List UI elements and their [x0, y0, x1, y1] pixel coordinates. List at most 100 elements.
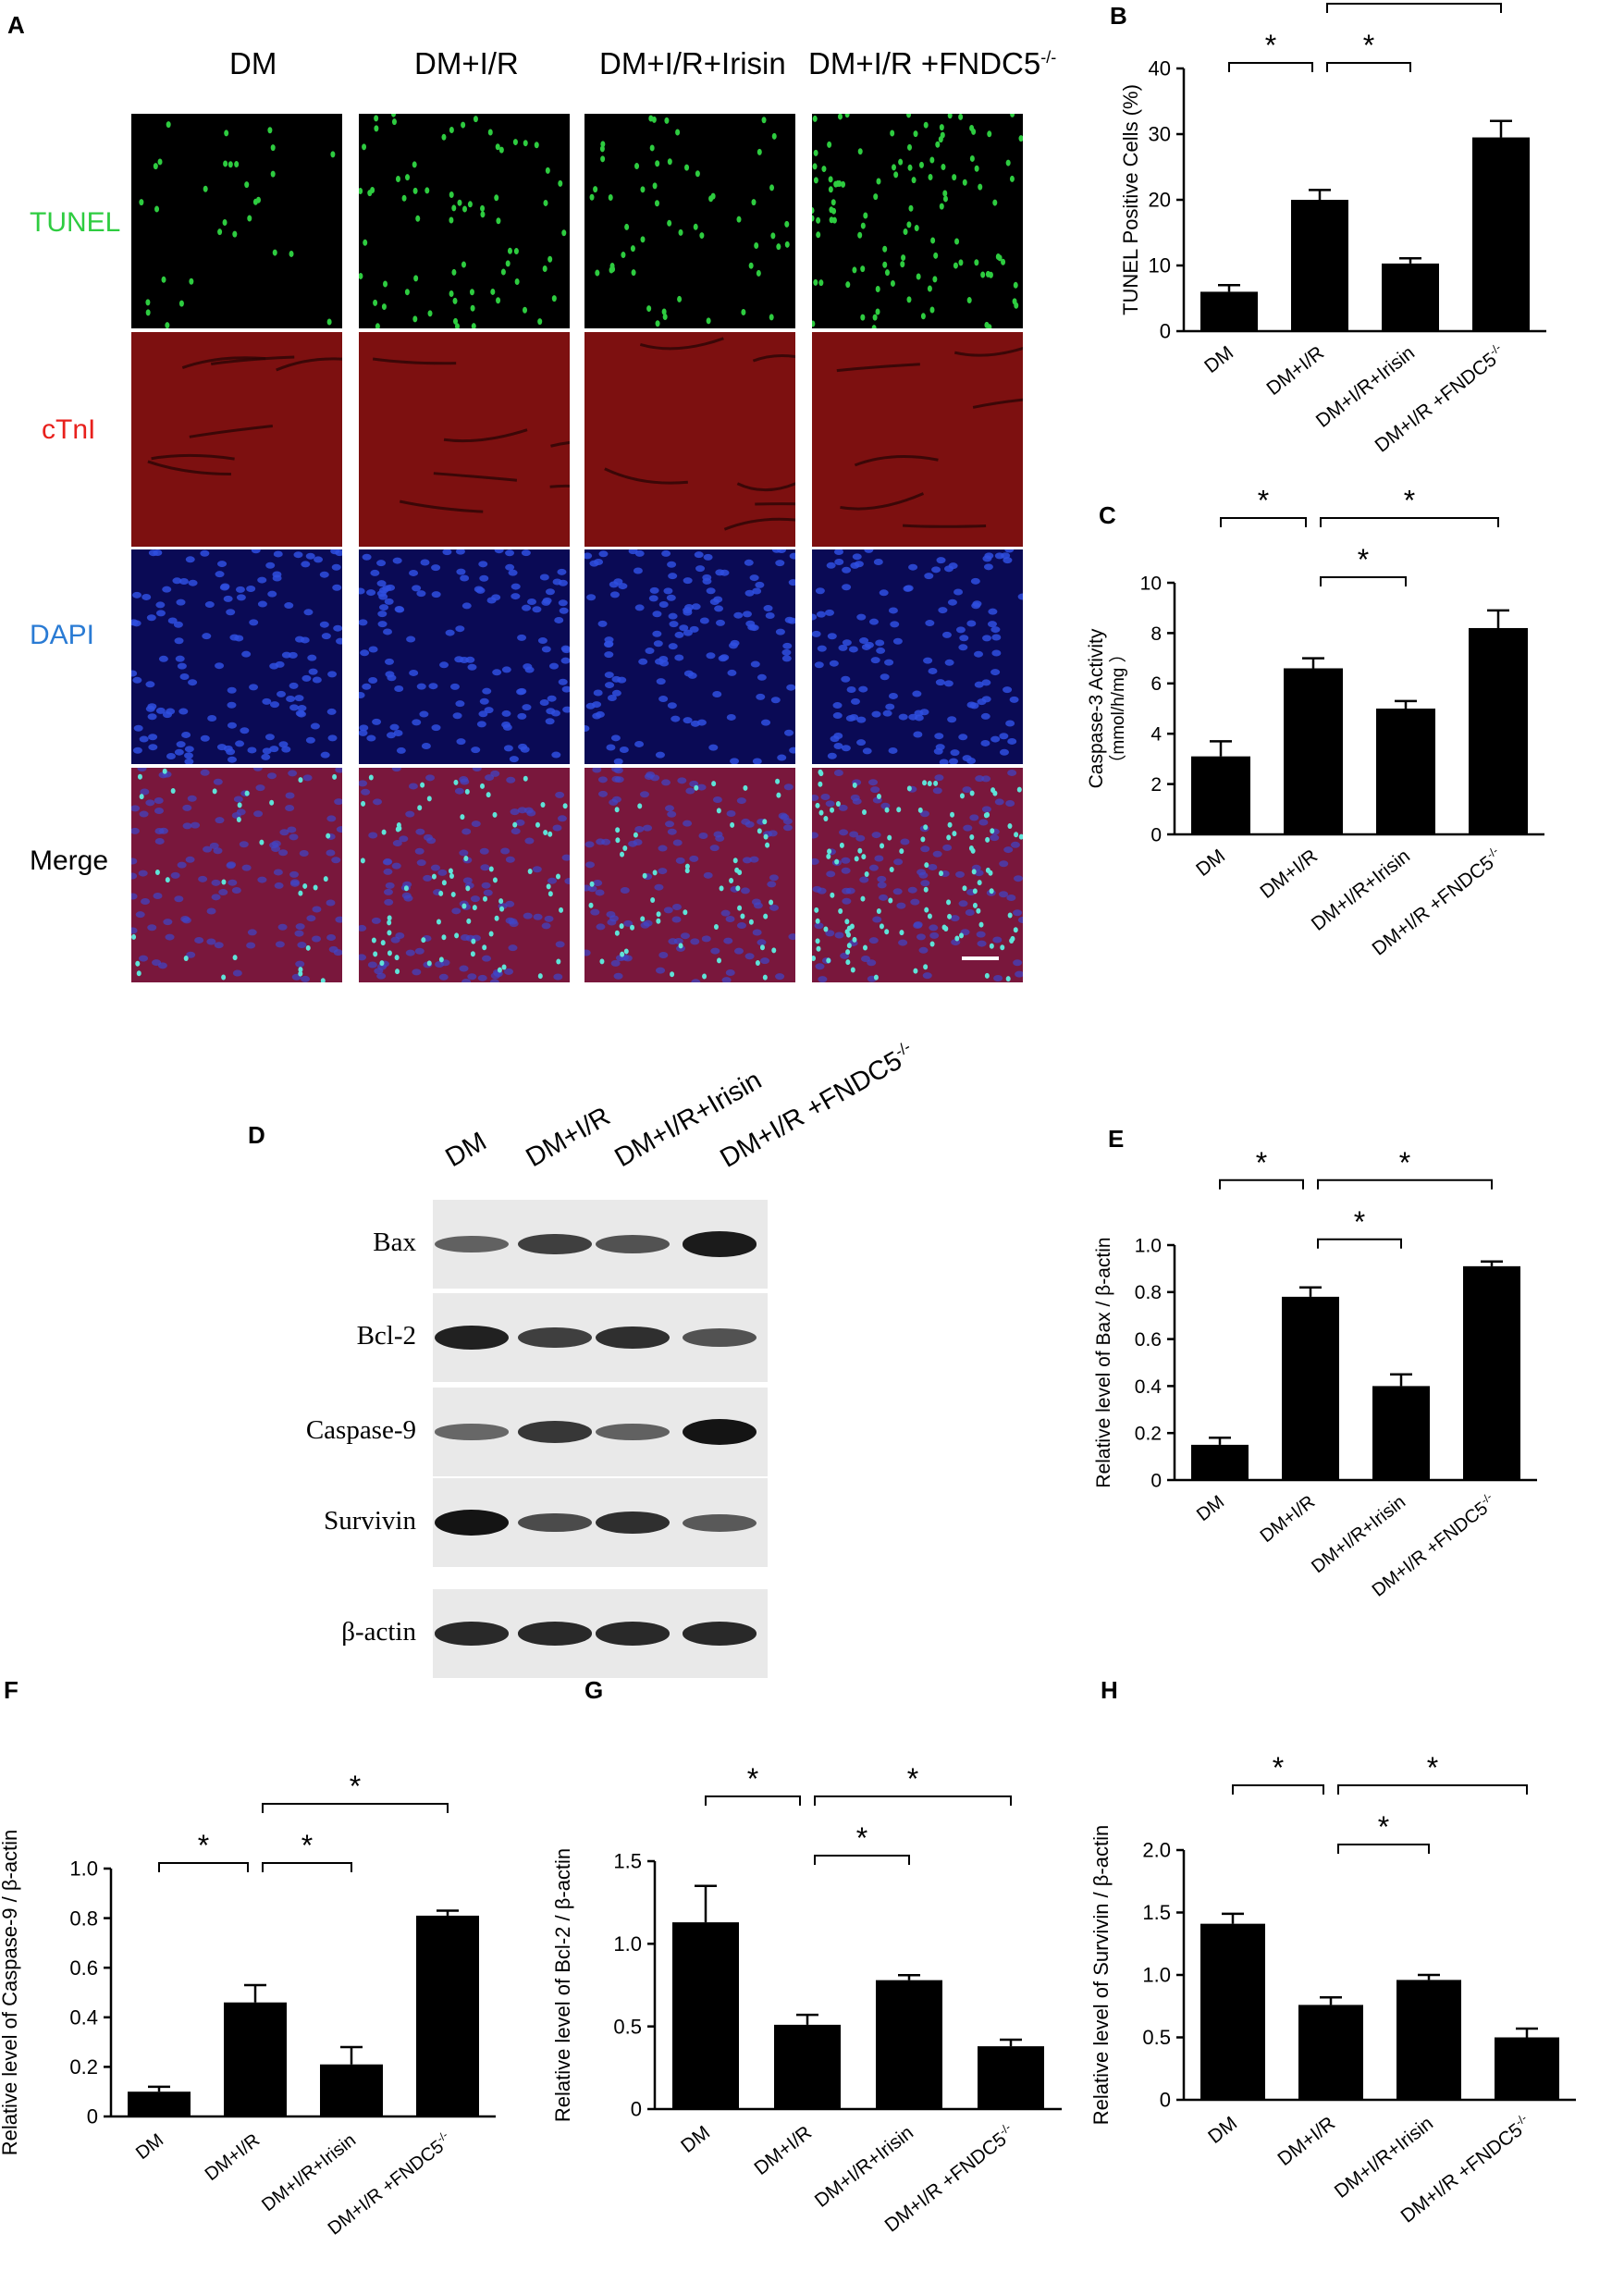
micrograph-dapi-col3 [584, 549, 795, 764]
significance-star: * [1273, 1751, 1284, 1784]
blot-band [683, 1231, 757, 1257]
significance-star: * [1258, 490, 1269, 517]
significance-star: * [1358, 543, 1369, 576]
y-tick-label: 0 [1160, 2089, 1171, 2112]
significance-bracket [1337, 1784, 1528, 1795]
bar [672, 1922, 739, 2109]
y-tick-label: 0.2 [1135, 1424, 1162, 1445]
blot-band [435, 1325, 509, 1351]
y-tick-label: 8 [1150, 623, 1162, 645]
micrograph-merge-col3 [584, 768, 795, 982]
significance-bracket [814, 1795, 1012, 1806]
panel-a-column-header-dm: DM [229, 46, 277, 80]
blot-column-header-dm: DM [440, 1126, 492, 1174]
panel-letter: H [1101, 1676, 1118, 1704]
bar [774, 2024, 841, 2109]
y-tick-label: 4 [1150, 724, 1162, 746]
chart-c-caspase3-activity: C 0 2 4 6 8 10 Caspase-3 Activity （mmol/h/mg ） DM… [1086, 490, 1544, 960]
y-axis-label: Relative level of Survivin / β-actin [1089, 1825, 1113, 2125]
bar [1191, 756, 1250, 834]
blot-band [683, 1328, 757, 1347]
blot-band [596, 1622, 670, 1646]
bar [1284, 668, 1343, 834]
y-tick-label: 0.6 [69, 1956, 98, 1980]
significance-star: * [856, 1821, 867, 1855]
micrograph-merge-col2 [359, 768, 570, 982]
significance-bracket [158, 1862, 249, 1872]
panel-a-column-header-dm-ir-irisin: DM+I/R+Irisin [599, 46, 786, 80]
y-tick-label: 1.0 [1135, 1235, 1162, 1256]
panel-a-row-label-merge: Merge [30, 845, 109, 876]
blot-band [596, 1235, 670, 1253]
micrograph-tunel-col2 [359, 114, 570, 328]
blot-band [596, 1511, 670, 1535]
significance-bracket [705, 1795, 801, 1806]
panel-a-column-header-dm-ir: DM+I/R [414, 46, 519, 80]
y-axis-label: TUNEL Positive Cells (%) [1119, 84, 1142, 315]
significance-bracket [1232, 1784, 1324, 1795]
blot-band [518, 1421, 592, 1443]
significance-star: * [1427, 1751, 1438, 1784]
x-tick-label: DM [1204, 2113, 1241, 2148]
x-tick-label-superscript: -/- [1484, 845, 1501, 861]
panel-letter: F [4, 1676, 18, 1704]
significance-bracket [1228, 62, 1313, 72]
micrograph-ctni-col2 [359, 332, 570, 547]
significance-bracket [262, 1862, 352, 1872]
bar [1376, 709, 1435, 834]
blot-band [518, 1622, 592, 1646]
blot-band [435, 1424, 509, 1440]
x-tick-label: DM [1192, 845, 1229, 881]
bar [1191, 1444, 1249, 1480]
chart-f-caspase9: F 0 0.2 0.4 0.6 0.8 1.0 Relative level of Caspa… [0, 1676, 496, 2239]
significance-star: * [1404, 490, 1415, 517]
y-axis-label: Relative level of Bax / β-actin [1093, 1237, 1114, 1487]
blot-label-bax: Bax [373, 1228, 416, 1257]
bar [1200, 1923, 1265, 2100]
y-axis-label: Relative level of Bcl-2 / β-actin [551, 1848, 574, 2122]
y-tick-label: 0 [87, 2105, 98, 2128]
panel-a-column-header-dm-ir-fndc5: DM+I/R +FNDC5-/- [808, 46, 1057, 80]
blot-label-bcl2: Bcl-2 [356, 1321, 416, 1351]
significance-star: * [1363, 29, 1374, 62]
x-tick-label: DM+I/R [1273, 2113, 1339, 2170]
bar [320, 2064, 383, 2116]
significance-bracket [1220, 517, 1307, 527]
panel-d-letter: D [248, 1121, 265, 1149]
y-tick-label: 0.2 [69, 2055, 98, 2079]
bar [1495, 2037, 1559, 2100]
significance-star: * [350, 1770, 361, 1803]
chart-b-tunel-positive-cells: B 0 10 20 30 40 TUNEL Positive Cells (%) DM DM+I… [1110, 0, 1546, 457]
y-axis-unit-label: （mmol/h/mg ） [1108, 645, 1128, 771]
blot-band [596, 1423, 670, 1441]
y-axis-label: Caspase-3 Activity [1086, 628, 1107, 788]
panel-letter: B [1110, 2, 1127, 30]
blot-column-header-dm-ir: DM+I/R [521, 1101, 616, 1174]
chart-h-survivin: H 0 0.5 1.0 1.5 2.0 Relative level of Survivin… [1089, 1676, 1576, 2227]
significance-star: * [198, 1829, 209, 1862]
x-tick-label: DM [1193, 1492, 1228, 1525]
y-tick-label: 1.5 [613, 1850, 642, 1873]
y-tick-label: 0.8 [1135, 1282, 1162, 1303]
bar [1469, 627, 1528, 834]
significance-bracket [1317, 1178, 1493, 1190]
panel-letter: E [1108, 1125, 1124, 1153]
bar [1282, 1296, 1339, 1480]
significance-bracket [814, 1855, 910, 1865]
micrograph-ctni-col1 [131, 332, 342, 547]
y-tick-label: 30 [1149, 123, 1171, 146]
micrograph-tunel-col1 [131, 114, 342, 328]
x-tick-label-superscript: -/- [1513, 2112, 1530, 2128]
y-tick-label: 10 [1149, 254, 1171, 278]
y-tick-label: 0.4 [1135, 1376, 1163, 1398]
blot-band [435, 1235, 509, 1253]
y-tick-label: 0.6 [1135, 1329, 1162, 1351]
bar [416, 1915, 479, 2116]
x-tick-label: DM [132, 2130, 167, 2164]
panel-a-row-label-tunel: TUNEL [30, 207, 121, 238]
significance-bracket [262, 1803, 449, 1813]
x-tick-label: DM+I/R+Irisin [258, 2130, 360, 2216]
y-tick-label: 0 [631, 2098, 642, 2121]
y-tick-label: 2.0 [1142, 1839, 1171, 1862]
micrograph-ctni-col4 [812, 332, 1023, 547]
